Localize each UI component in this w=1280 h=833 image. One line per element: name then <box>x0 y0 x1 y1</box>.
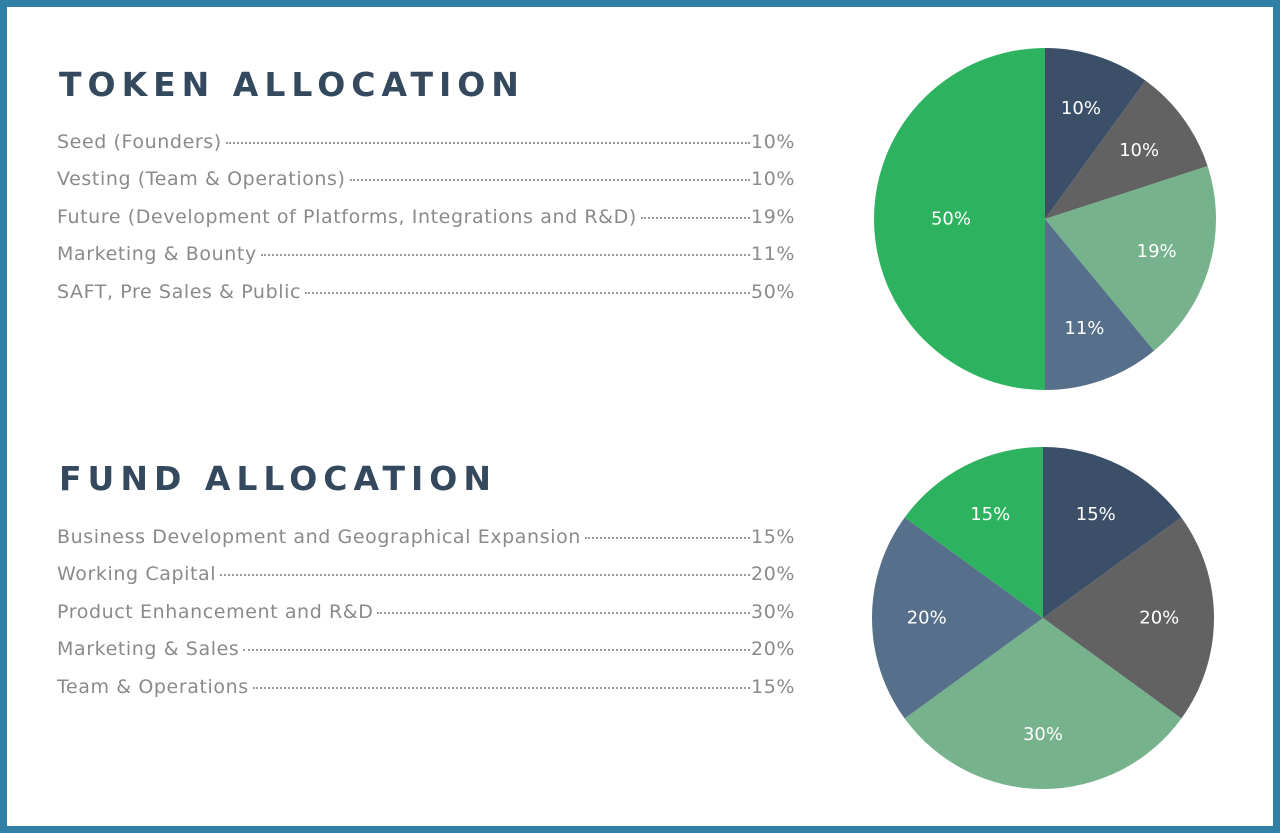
legend-row: Future (Development of Platforms, Integr… <box>57 206 799 243</box>
token-allocation-legend: Seed (Founders) 10% Vesting (Team & Operat… <box>57 131 799 318</box>
fund-allocation-title: FUND ALLOCATION <box>59 459 497 498</box>
legend-label: SAFT, Pre Sales & Public <box>57 280 302 303</box>
legend-value: 20% <box>751 638 796 661</box>
legend-label: Marketing & Bounty <box>57 243 257 266</box>
pie-slice <box>874 48 1045 390</box>
legend-label: Product Enhancement and R&D <box>57 600 374 623</box>
pie-data-label: 15% <box>970 504 1010 525</box>
dotted-leader <box>640 216 750 219</box>
legend-row: Vesting (Team & Operations) 10% <box>57 168 799 205</box>
pie-slice <box>1045 48 1146 219</box>
pie-slice <box>872 517 1043 719</box>
legend-row: SAFT, Pre Sales & Public 50% <box>57 281 799 318</box>
legend-label: Working Capital <box>57 563 217 586</box>
pie-slice <box>904 447 1043 618</box>
legend-value: 30% <box>751 600 796 623</box>
pie-data-label: 20% <box>907 608 947 629</box>
fund-allocation-legend: Business Development and Geographical Ex… <box>57 526 799 713</box>
legend-value: 10% <box>751 131 796 153</box>
pie-data-label: 15% <box>1076 504 1116 525</box>
pie-data-label: 10% <box>1061 98 1101 119</box>
dotted-leader <box>305 291 750 294</box>
pie-slice <box>904 618 1182 789</box>
token-allocation-title: TOKEN ALLOCATION <box>59 65 525 104</box>
dotted-leader <box>220 574 750 577</box>
legend-row: Marketing & Bounty 11% <box>57 243 799 280</box>
legend-label: Future (Development of Platforms, Integr… <box>57 205 637 228</box>
dotted-leader <box>252 686 750 689</box>
dotted-leader <box>260 254 750 257</box>
dotted-leader <box>349 179 750 182</box>
dotted-leader <box>225 142 750 144</box>
pie-data-label: 11% <box>1064 318 1104 339</box>
fund-allocation-pie-chart: 15% 20% 30% 20% 15% <box>872 447 1214 789</box>
dotted-leader <box>377 611 750 614</box>
pie-slice <box>1043 517 1214 719</box>
pie-data-label: 50% <box>931 209 971 230</box>
token-allocation-pie-chart: 10% 10% 19% 11% 50% <box>874 48 1216 390</box>
pie-data-label: 30% <box>1023 724 1063 745</box>
pie-data-label: 20% <box>1139 608 1179 629</box>
legend-value: 20% <box>751 563 796 586</box>
legend-value: 15% <box>751 675 796 698</box>
legend-value: 19% <box>751 205 796 228</box>
legend-row: Working Capital 20% <box>57 563 799 600</box>
legend-label: Business Development and Geographical Ex… <box>57 526 581 548</box>
pie-data-label: 10% <box>1119 140 1159 161</box>
pie-slice <box>1045 80 1208 219</box>
legend-row: Business Development and Geographical Ex… <box>57 526 799 563</box>
pie-slice <box>1043 447 1182 618</box>
legend-label: Vesting (Team & Operations) <box>57 168 346 191</box>
legend-value: 10% <box>751 168 796 191</box>
legend-row: Team & Operations 15% <box>57 676 799 713</box>
pie-slice <box>1045 219 1154 390</box>
legend-row: Product Enhancement and R&D 30% <box>57 601 799 638</box>
dotted-leader <box>584 537 750 539</box>
legend-value: 11% <box>751 243 796 266</box>
legend-label: Team & Operations <box>57 675 249 698</box>
legend-value: 50% <box>751 280 796 303</box>
legend-value: 15% <box>751 526 796 548</box>
legend-row: Marketing & Sales 20% <box>57 638 799 675</box>
dotted-leader <box>243 649 750 652</box>
legend-row: Seed (Founders) 10% <box>57 131 799 168</box>
legend-label: Seed (Founders) <box>57 131 222 153</box>
legend-label: Marketing & Sales <box>57 638 240 661</box>
pie-slice <box>1045 166 1216 351</box>
pie-data-label: 19% <box>1137 241 1177 262</box>
